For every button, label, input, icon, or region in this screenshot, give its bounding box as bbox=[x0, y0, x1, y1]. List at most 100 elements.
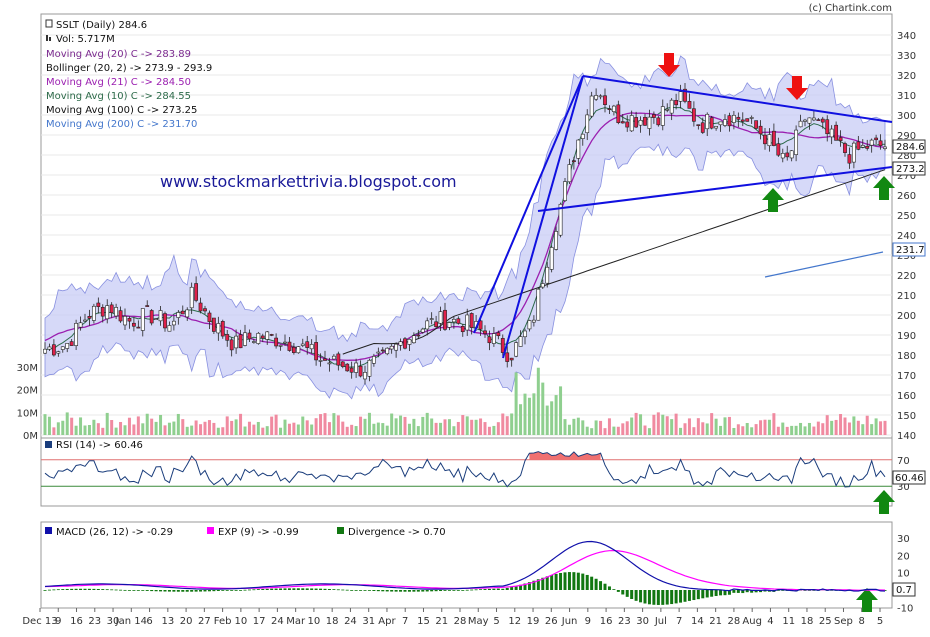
volume-bar bbox=[207, 420, 211, 435]
volume-bar bbox=[816, 421, 820, 435]
divergence-bar bbox=[43, 590, 47, 591]
volume-bar bbox=[252, 424, 256, 435]
divergence-bar bbox=[247, 589, 251, 591]
candle-body bbox=[883, 146, 887, 149]
volume-bar bbox=[70, 417, 74, 435]
candle-body bbox=[660, 106, 665, 126]
price-tick-label: 250 bbox=[897, 211, 916, 222]
candle-body bbox=[647, 116, 652, 129]
candle-body bbox=[367, 359, 372, 377]
divergence-bar bbox=[314, 588, 318, 590]
macd-flag bbox=[892, 582, 916, 597]
volume-bar bbox=[185, 426, 189, 435]
volume-tick-label: 10M bbox=[17, 408, 38, 419]
candle-body bbox=[523, 330, 527, 338]
divergence-bar bbox=[803, 590, 807, 591]
divergence-bar bbox=[172, 590, 176, 592]
divergence-bar bbox=[123, 589, 127, 591]
x-tick-label: 9 bbox=[55, 616, 61, 627]
candle-body bbox=[634, 117, 639, 128]
ma100-flag bbox=[892, 161, 926, 176]
candle-body bbox=[478, 320, 483, 330]
volume-bar bbox=[381, 423, 385, 435]
macd-tick-label: 10 bbox=[897, 569, 910, 580]
copyright-text: (c) Chartink.com bbox=[809, 3, 892, 14]
volume-bar bbox=[456, 421, 460, 435]
candle-body bbox=[731, 114, 736, 123]
volume-bar bbox=[443, 419, 447, 435]
x-tick-label: 15 bbox=[417, 616, 430, 627]
candle-body bbox=[603, 95, 607, 105]
volume-bar bbox=[554, 395, 558, 435]
volume-bar bbox=[492, 425, 496, 435]
divergence-bar bbox=[812, 590, 816, 591]
divergence-bar bbox=[634, 590, 638, 601]
candle-body bbox=[420, 328, 425, 333]
volume-bar bbox=[314, 418, 318, 435]
watermark-url: www.stockmarkettrivia.blogspot.com bbox=[160, 172, 457, 191]
price-tick-label: 140 bbox=[897, 431, 916, 442]
ma10-line bbox=[44, 106, 886, 368]
divergence-bar bbox=[216, 590, 220, 591]
candle-body bbox=[211, 317, 216, 332]
price-tick-label: 340 bbox=[897, 31, 916, 42]
divergence-bar bbox=[736, 590, 740, 593]
candle-body bbox=[340, 361, 345, 367]
divergence-bar bbox=[203, 590, 207, 592]
volume-bar bbox=[372, 423, 376, 435]
divergence-bar bbox=[639, 590, 643, 603]
x-tick-label: 17 bbox=[253, 616, 266, 627]
volume-bar bbox=[296, 424, 300, 435]
exp-legend-icon bbox=[207, 527, 214, 534]
volume-bar bbox=[505, 416, 509, 435]
candle-body bbox=[145, 305, 150, 307]
volume-bar bbox=[390, 413, 394, 435]
volume-bar bbox=[430, 418, 434, 435]
divergence-bar bbox=[265, 588, 269, 590]
divergence-bar bbox=[683, 590, 687, 602]
divergence-bar bbox=[385, 590, 389, 592]
candle-body bbox=[91, 305, 96, 321]
volume-bar bbox=[732, 427, 736, 435]
candle-body bbox=[371, 356, 376, 364]
last-price-flag-text: 284.6 bbox=[896, 142, 925, 153]
candle-body bbox=[500, 338, 505, 353]
candle-body bbox=[487, 336, 492, 344]
candle-body bbox=[714, 126, 719, 129]
x-tick-label: 12 bbox=[508, 616, 521, 627]
divergence-bar bbox=[287, 588, 291, 590]
candle-body bbox=[416, 334, 421, 337]
volume-bar bbox=[487, 426, 491, 435]
x-tick-label: 7 bbox=[676, 616, 682, 627]
divergence-bar bbox=[776, 590, 780, 591]
volume-bar bbox=[265, 426, 269, 435]
volume-bar bbox=[723, 417, 727, 435]
divergence-bar bbox=[132, 590, 136, 591]
divergence-bar bbox=[830, 589, 834, 591]
divergence-bar bbox=[225, 590, 229, 591]
candle-body bbox=[465, 314, 470, 331]
rsi-overbought-fill bbox=[529, 451, 601, 460]
volume-bar bbox=[345, 426, 349, 435]
divergence-bar bbox=[501, 588, 505, 590]
divergence-bar bbox=[581, 573, 585, 590]
volume-bar bbox=[745, 423, 749, 435]
divergence-bar bbox=[763, 590, 767, 592]
volume-bar bbox=[581, 420, 585, 435]
candle-body bbox=[287, 341, 292, 351]
candle-body bbox=[323, 358, 327, 361]
divergence-bar bbox=[545, 576, 549, 590]
x-tick-label: 14 bbox=[691, 616, 704, 627]
candle-body bbox=[87, 316, 92, 319]
divergence-bar bbox=[194, 590, 198, 592]
volume-bar bbox=[105, 412, 109, 435]
macd-plot bbox=[43, 540, 887, 605]
divergence-bar bbox=[532, 580, 536, 590]
divergence-bar bbox=[505, 587, 509, 590]
macd-legend-icon bbox=[45, 527, 52, 534]
candle-body bbox=[336, 353, 341, 366]
candle-body bbox=[874, 137, 879, 141]
divergence-bar bbox=[554, 573, 558, 590]
candlesticks bbox=[43, 83, 887, 385]
